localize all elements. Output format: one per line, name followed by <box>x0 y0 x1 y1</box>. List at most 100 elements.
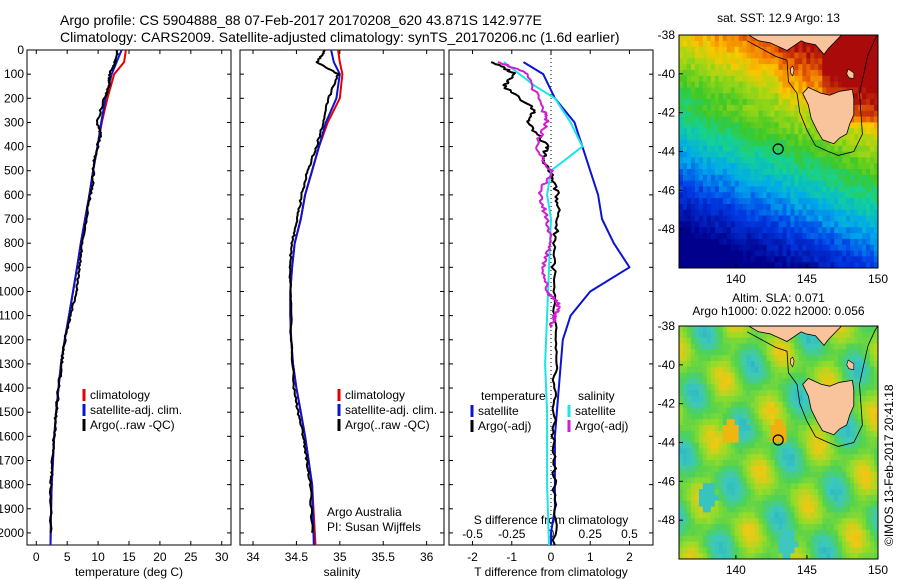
map-cell <box>730 337 736 345</box>
map-cell <box>718 238 724 246</box>
map-cell <box>742 395 748 403</box>
map-cell <box>854 139 859 147</box>
map-cell <box>806 58 811 65</box>
map-cell <box>734 192 740 199</box>
map-cell <box>834 524 839 531</box>
map-cell <box>774 494 780 502</box>
map-cell <box>834 494 839 502</box>
map-cell <box>870 471 875 479</box>
map-cell <box>730 413 736 420</box>
map-cell <box>778 518 784 525</box>
map-cell <box>730 40 736 48</box>
map-cell <box>870 104 875 112</box>
map-cell <box>686 553 692 559</box>
map-cell <box>742 419 748 426</box>
map-cell <box>750 75 756 83</box>
map-cell <box>702 46 708 54</box>
map-cell <box>798 366 803 374</box>
map-cell <box>702 448 708 455</box>
map-cell <box>686 489 692 496</box>
map-cell <box>706 494 712 502</box>
map-cell <box>862 494 867 502</box>
map-cell <box>770 186 776 193</box>
map-cell <box>766 529 772 537</box>
map-cell <box>706 52 712 59</box>
map-cell <box>686 524 692 531</box>
map-cell <box>758 500 764 508</box>
map-cell <box>850 256 855 263</box>
map-cell <box>866 233 871 240</box>
map-cell <box>714 506 720 513</box>
map-cell <box>726 227 732 234</box>
map-cell <box>682 360 688 368</box>
map-cell <box>782 401 788 409</box>
map-cell <box>690 395 696 403</box>
map-cell <box>718 128 724 135</box>
map-cell <box>786 419 792 426</box>
map-cell <box>698 419 704 426</box>
map-cell <box>750 99 756 106</box>
map-cell <box>714 343 720 350</box>
map-cell <box>870 419 875 426</box>
map-cell <box>754 256 760 263</box>
map-cell <box>866 547 871 554</box>
map-cell <box>866 75 871 83</box>
map-cell <box>682 35 688 42</box>
map-cell <box>778 168 784 176</box>
map-cell <box>706 349 712 356</box>
map-cell <box>686 64 692 71</box>
map-cell <box>854 547 859 554</box>
map-cell <box>734 483 740 490</box>
map-cell <box>690 366 696 374</box>
map-cell <box>778 436 784 444</box>
map-cell <box>762 250 768 257</box>
map-cell <box>854 430 859 438</box>
map-cell <box>854 128 859 135</box>
map-cell <box>802 442 807 449</box>
map-cell <box>802 343 807 350</box>
map-cell <box>874 134 878 141</box>
map-cell <box>822 198 827 205</box>
map-cell <box>786 192 792 199</box>
map-cell <box>754 390 760 397</box>
map-cell <box>682 93 688 100</box>
x-tick-label-temperature: 5 <box>64 550 71 564</box>
map-cell <box>842 233 847 240</box>
map-cell <box>870 483 875 490</box>
map-cell <box>810 180 815 188</box>
map-cell <box>690 326 696 333</box>
map-cell <box>766 250 772 257</box>
map-cell <box>682 366 688 374</box>
map-cell <box>842 529 847 537</box>
map-cell <box>810 186 815 193</box>
map-cell <box>822 64 827 71</box>
map-cell <box>742 145 748 153</box>
map-cell <box>679 46 684 54</box>
map-cell <box>726 360 732 368</box>
map-cell <box>702 198 708 205</box>
map-cell <box>702 529 708 537</box>
map-cell <box>778 192 784 199</box>
map-cell <box>694 244 700 252</box>
map-cell <box>706 465 712 473</box>
map-cell <box>790 506 796 513</box>
map-cell <box>866 110 871 118</box>
map-cell <box>702 233 708 240</box>
map-cell <box>842 535 847 543</box>
map-cell <box>786 459 792 467</box>
map-cell <box>822 553 827 559</box>
map-cell <box>758 489 764 496</box>
map-cell <box>858 442 863 449</box>
map-cell <box>842 355 847 362</box>
map-cell <box>730 489 736 496</box>
map-cell <box>838 349 843 356</box>
map-cell <box>694 337 700 345</box>
map-cell <box>694 238 700 246</box>
map-cell <box>782 168 788 176</box>
map-cell <box>838 250 843 257</box>
map-cell <box>746 384 752 391</box>
map-cell <box>690 93 696 100</box>
map-cell <box>766 139 772 147</box>
map-cell <box>862 104 867 112</box>
map-cell <box>718 471 724 479</box>
